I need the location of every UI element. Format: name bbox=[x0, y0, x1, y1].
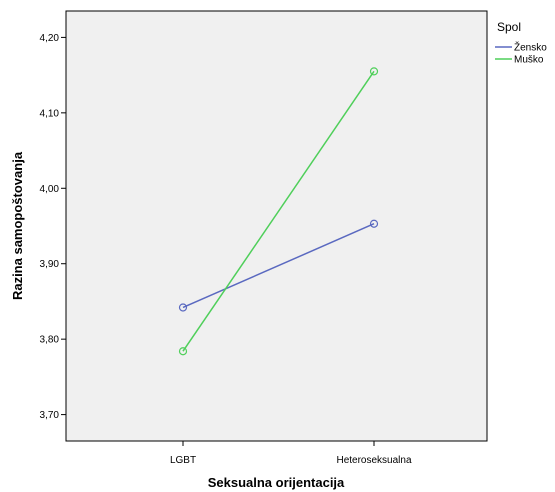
x-axis: LGBT Heteroseksualna bbox=[170, 441, 412, 466]
series-layer bbox=[178, 67, 379, 356]
y-tick-label: 3,80 bbox=[40, 335, 60, 346]
y-tick-label: 4,10 bbox=[40, 108, 60, 119]
data-point bbox=[369, 219, 379, 228]
series-line-0 bbox=[182, 223, 375, 309]
y-tick-label: 4,20 bbox=[40, 33, 60, 44]
y-tick-label: 3,90 bbox=[40, 259, 60, 270]
data-point bbox=[369, 67, 379, 76]
x-tick-label: Heteroseksualna bbox=[336, 455, 411, 466]
legend-title: Spol bbox=[497, 20, 521, 34]
y-tick-label: 4,00 bbox=[40, 184, 60, 195]
data-point bbox=[178, 303, 188, 312]
x-tick-label: LGBT bbox=[170, 455, 196, 466]
x-axis-title: Seksualna orijentacija bbox=[208, 475, 345, 490]
plot-area bbox=[65, 10, 488, 442]
y-axis-title: Razina samopoštovanja bbox=[10, 151, 25, 300]
y-tick-label: 3,70 bbox=[40, 410, 60, 421]
series-line-1 bbox=[182, 70, 375, 352]
legend-label: Muško bbox=[514, 55, 544, 66]
y-axis: 3,70 3,80 3,90 4,00 4,10 4,20 bbox=[40, 33, 66, 421]
legend-label: Žensko bbox=[514, 41, 547, 54]
data-point bbox=[178, 347, 188, 356]
